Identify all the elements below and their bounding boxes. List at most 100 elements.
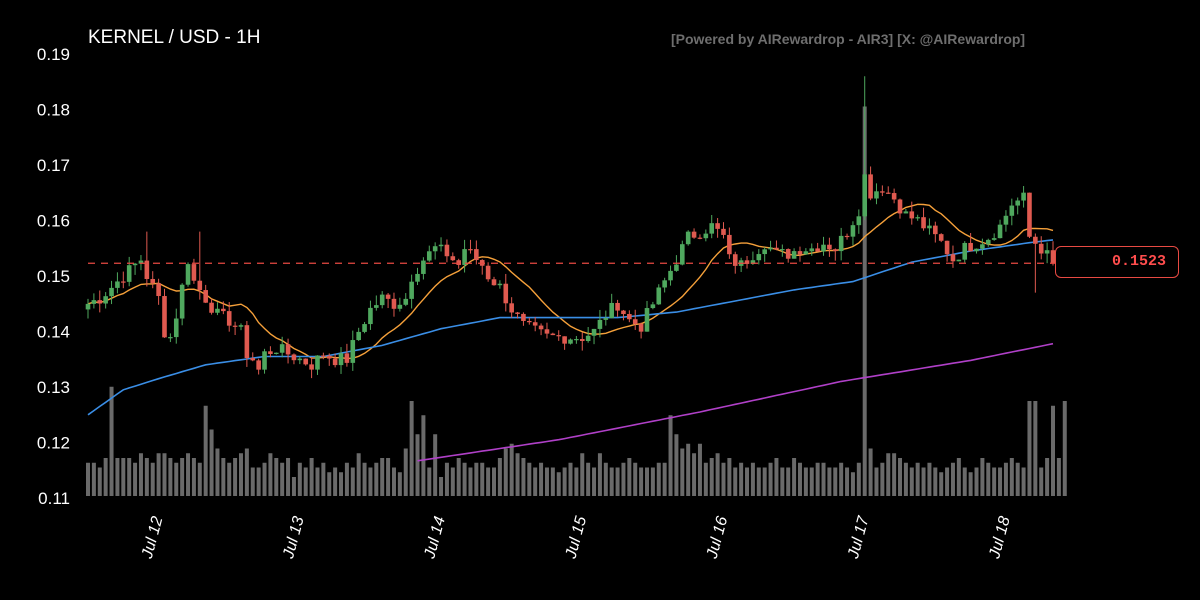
candle-body (121, 281, 126, 283)
candle-body (709, 223, 715, 234)
volume-bar (380, 458, 385, 496)
volume-bar (797, 462, 802, 496)
candle-body (685, 231, 691, 245)
volume-bars (86, 106, 1067, 496)
candle-body (403, 298, 409, 305)
candle-body (1027, 192, 1032, 237)
candle-body (874, 191, 879, 199)
volume-bar (621, 462, 626, 496)
volume-bar (127, 458, 132, 496)
candles (85, 76, 1056, 379)
candle-body (950, 254, 956, 262)
candle-body (344, 353, 350, 363)
volume-bar (209, 429, 214, 496)
volume-bar (1009, 458, 1014, 496)
volume-bar (603, 462, 608, 496)
candle-body (962, 242, 968, 260)
candle-body (456, 260, 462, 265)
candle-body (221, 308, 226, 312)
volume-bar (221, 458, 226, 496)
volume-bar (91, 462, 96, 496)
volume-bar (615, 467, 620, 496)
candle-body (332, 358, 338, 366)
volume-bar (121, 458, 126, 496)
volume-bar (203, 405, 208, 496)
candle-body (933, 225, 938, 235)
volume-bar (539, 462, 544, 496)
candle-body (968, 242, 973, 252)
candle-body (109, 287, 114, 297)
volume-bar (968, 472, 973, 496)
candle-body (579, 339, 585, 342)
volume-bar (686, 443, 691, 496)
candle-body (173, 318, 179, 338)
volume-bar (950, 462, 955, 496)
candle-body (650, 304, 656, 309)
candle-body (927, 225, 932, 229)
volume-bar (827, 467, 832, 496)
volume-bar (644, 467, 649, 496)
volume-bar (133, 462, 138, 496)
candle-body (985, 239, 991, 245)
candle-body (1038, 243, 1044, 254)
volume-bar (833, 467, 838, 496)
candle-body (185, 264, 191, 285)
volume-bar (780, 467, 785, 496)
candle-body (809, 248, 815, 252)
volume-bar (268, 453, 273, 496)
candle-body (574, 339, 579, 341)
volume-bar (674, 434, 679, 496)
candle-body (603, 318, 609, 320)
candle-body (262, 351, 267, 370)
volume-bar (327, 472, 332, 496)
volume-bar (168, 458, 173, 496)
candle-body (385, 294, 391, 299)
chart-title: KERNEL / USD - 1H (88, 27, 261, 48)
volume-bar (1056, 458, 1061, 496)
x-axis: Jul 12 Jul 13 Jul 14 Jul 15 Jul 16 Jul 17 Jul … (139, 514, 1014, 562)
volume-bar (356, 453, 361, 496)
candle-body (285, 344, 291, 355)
volume-bar (144, 458, 149, 496)
volume-bar (444, 462, 449, 496)
volume-bar (115, 458, 120, 496)
x-tick-label: Jul 16 (704, 515, 732, 562)
volume-bar (544, 467, 549, 496)
candle-body (915, 217, 920, 219)
candle-body (827, 244, 832, 250)
volume-bar (450, 467, 455, 496)
candle-body (115, 281, 120, 288)
volume-bar (709, 458, 714, 496)
x-tick-label: Jul 13 (280, 515, 308, 562)
volume-bar (715, 453, 720, 496)
volume-bar (368, 467, 373, 496)
volume-bar (750, 462, 755, 496)
candle-body (397, 304, 403, 309)
volume-bar (97, 467, 102, 496)
candle-body (897, 199, 903, 214)
volume-bar (439, 477, 444, 496)
candle-body (715, 223, 720, 229)
candle-body (997, 224, 1003, 239)
volume-bar (756, 467, 761, 496)
volume-bar (974, 467, 979, 496)
candle-body (197, 280, 203, 291)
volume-bar (486, 467, 491, 496)
volume-bar (815, 462, 820, 496)
volume-bar (721, 462, 726, 496)
volume-bar (662, 462, 667, 496)
volume-bar (592, 467, 597, 496)
volume-bar (244, 448, 249, 496)
candle-body (832, 249, 838, 252)
candle-body (568, 339, 573, 344)
candle-body (485, 265, 491, 280)
candle-body (438, 244, 444, 247)
volume-bar (415, 434, 420, 496)
volume-bar (480, 462, 485, 496)
volume-bar (474, 462, 479, 496)
volume-bar (762, 467, 767, 496)
volume-bar (727, 458, 732, 496)
volume-bar (733, 467, 738, 496)
candle-body (562, 336, 567, 344)
y-tick-label: 0.12 (37, 434, 70, 453)
